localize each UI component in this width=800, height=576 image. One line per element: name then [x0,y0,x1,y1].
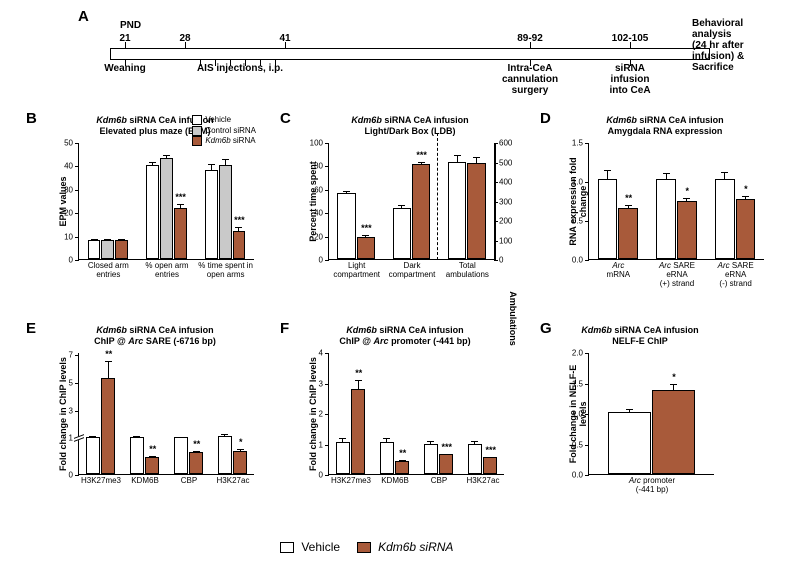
legend-vehicle-label: Vehicle [301,540,340,554]
timeline: PND 21Weaning284189-92Intra-CeA cannulat… [110,28,710,98]
panel-b-label: B [26,110,37,127]
panel-a-label: A [78,8,89,25]
panel-e-label: E [26,320,36,337]
panel-g-label: G [540,320,552,337]
timeline-bar [110,48,710,60]
legend-vehicle-swatch [280,542,294,553]
legend-kdm6b-swatch [357,542,371,553]
timeline-pnd: PND [120,20,141,31]
chart-f: Kdm6b siRNA CeA infusionChIP @ Arc promo… [300,325,510,505]
legend-kdm6b-label: Kdm6b siRNA [378,540,453,554]
chart-c: Kdm6b siRNA CeA infusionLight/Dark Box (… [300,115,520,290]
panel-f-label: F [280,320,289,337]
chart-b: Kdm6b siRNA CeA infusionElevated plus ma… [50,115,260,290]
panel-d-label: D [540,110,551,127]
chart-g: Kdm6b siRNA CeA infusionNELF-E ChIP0.00.… [560,325,720,505]
bottom-legend: Vehicle Kdm6b siRNA [280,540,453,554]
chart-d: Kdm6b siRNA CeA infusionAmygdala RNA exp… [560,115,770,290]
chart-e: Kdm6b siRNA CeA infusionChIP @ Arc SARE … [50,325,260,505]
panel-c-label: C [280,110,291,127]
